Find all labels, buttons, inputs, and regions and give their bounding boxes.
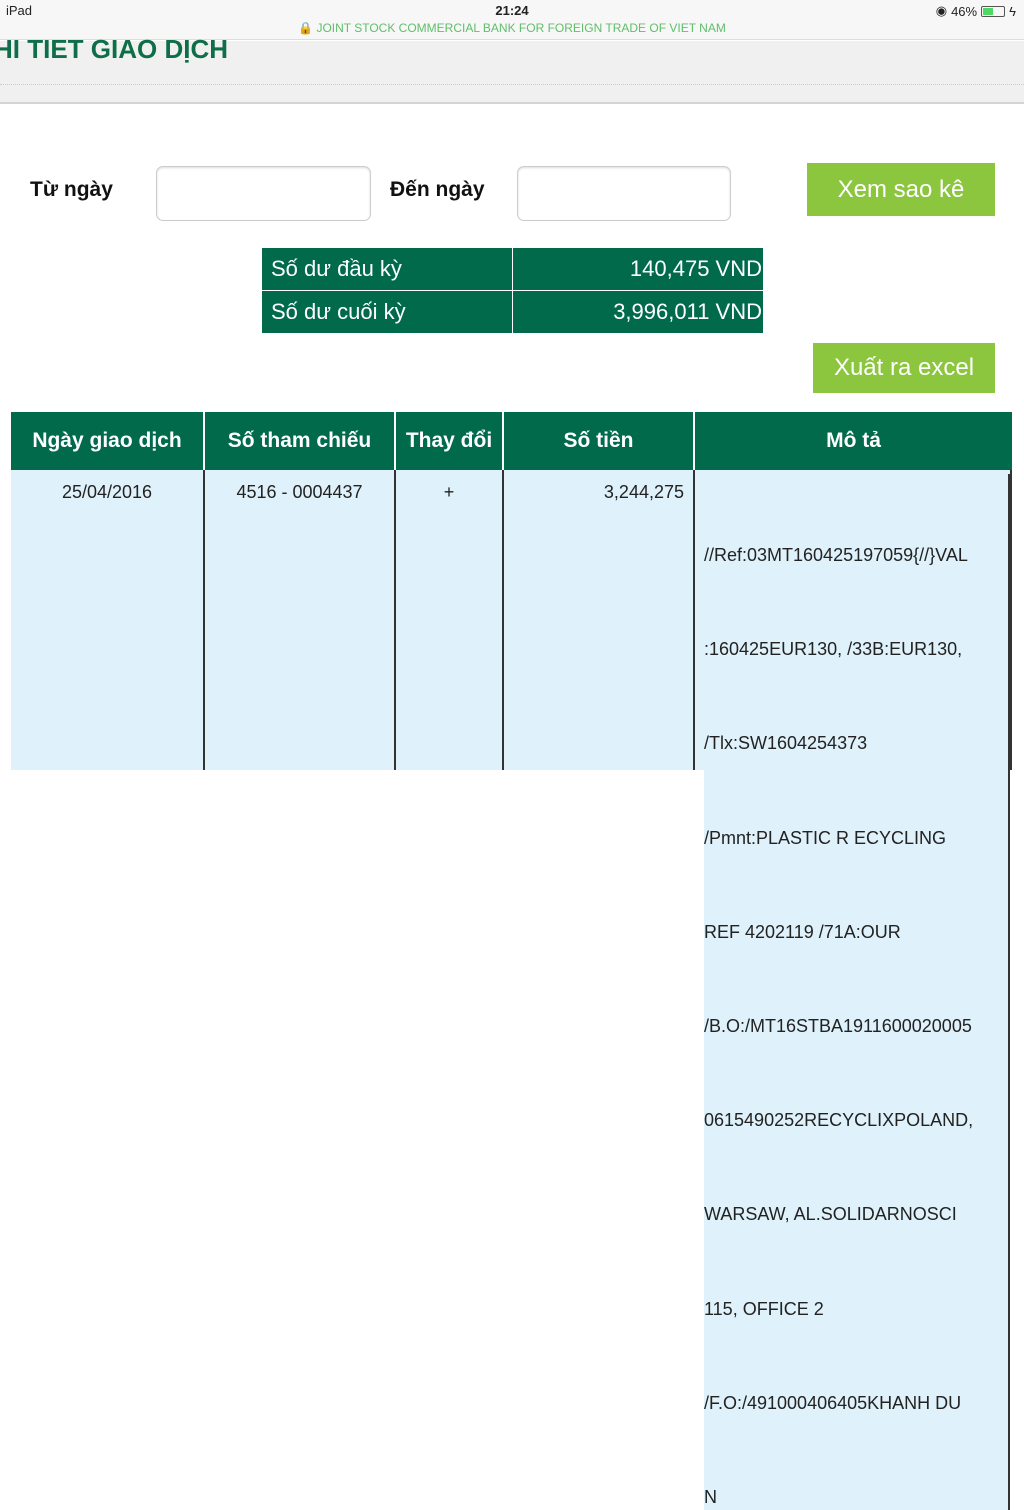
export-excel-button[interactable]: Xuất ra excel [813,343,995,393]
to-date-input[interactable] [517,166,731,221]
column-header-amount: Số tiền [504,412,695,470]
opening-balance-value: 140,475 VND [513,248,763,290]
clock: 21:24 [495,3,529,18]
battery-status: ◉ 46% ϟ [936,3,1016,19]
column-header-change: Thay đổi [396,412,504,470]
opening-balance-row: Số dư đầu kỳ 140,475 VND [262,248,763,290]
description-line: 0615490252RECYCLIXPOLAND, [704,1039,1010,1134]
description-line: N [704,1416,1010,1510]
description-line: 115, OFFICE 2 [704,1227,1010,1322]
opening-balance-label: Số dư đầu kỳ [262,248,512,290]
battery-percent: 46% [951,3,978,19]
column-header-date: Ngày giao dịch [11,412,205,470]
cell-change: + [396,470,504,770]
from-date-input[interactable] [156,166,371,221]
column-header-reference: Số tham chiếu [205,412,396,470]
cell-date: 25/04/2016 [11,470,205,770]
rotation-lock-icon: ◉ [935,3,948,18]
table-header: Ngày giao dịch Số tham chiếu Thay đổi Số… [11,412,1012,470]
divider [0,84,1024,85]
page-title-url: JOINT STOCK COMMERCIAL BANK FOR FOREIGN … [316,21,726,35]
from-date-label: Từ ngày [30,178,113,201]
description-line: /Pmnt:PLASTIC R ECYCLING [704,756,1010,851]
status-bar: iPad 21:24 🔒 JOINT STOCK COMMERCIAL BANK… [0,0,1024,40]
closing-balance-value: 3,996,011 VND [513,291,763,333]
description-line: WARSAW, AL.SOLIDARNOSCI [704,1133,1010,1228]
charging-icon: ϟ [1009,3,1016,19]
view-statement-button[interactable]: Xem sao kê [807,163,995,216]
cell-reference: 4516 - 0004437 [205,470,396,770]
description-line: /B.O:/MT16STBA1911600020005 [704,945,1010,1040]
description-line: REF 4202119 /71A:OUR [704,850,1010,946]
url-bar[interactable]: 🔒 JOINT STOCK COMMERCIAL BANK FOR FOREIG… [298,21,726,35]
page-header: HI TIET GIAO DỊCH [0,34,1024,104]
cell-description: //Ref:03MT160425197059{//}VAL:160425EUR1… [695,470,1012,1510]
battery-icon [981,5,1006,17]
cell-amount: 3,244,275 [504,470,695,770]
column-header-description: Mô tả [695,412,1012,470]
device-name: iPad [6,3,33,18]
closing-balance-label: Số dư cuối kỳ [262,291,512,333]
transactions-table: Ngày giao dịch Số tham chiếu Thay đổi Số… [11,412,1012,1510]
description-line: :160425EUR130, /33B:EUR130, [704,568,1010,663]
closing-balance-row: Số dư cuối kỳ 3,996,011 VND [262,291,763,333]
to-date-label: Đến ngày [390,178,485,201]
page-title: HI TIET GIAO DỊCH [0,34,228,64]
description-line: /F.O:/491000406405KHANH DU [704,1321,1010,1417]
description-line: /Tlx:SW1604254373 [704,662,1010,757]
table-row: 25/04/2016 4516 - 0004437 + 3,244,275 //… [11,470,1012,1510]
description-line: //Ref:03MT160425197059{//}VAL [704,474,1010,569]
